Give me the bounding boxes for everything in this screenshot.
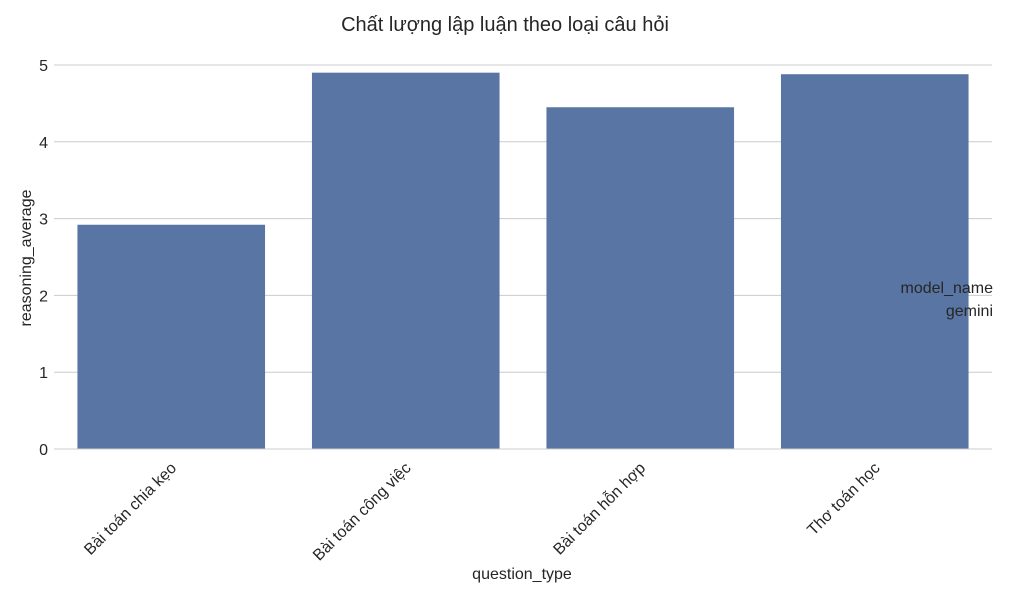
x-tick-label: Bài toán hỗn hợp (549, 458, 649, 558)
x-axis-label: question_type (472, 566, 572, 583)
y-tick-label: 1 (39, 365, 48, 382)
x-tick-label: Thơ toán học (804, 460, 883, 539)
y-tick-labels: 0 1 2 3 4 5 (39, 58, 48, 459)
y-axis-label: reasoning_average (18, 189, 35, 326)
y-tick-label: 2 (39, 288, 48, 305)
x-tick-label: Bài toán công việc (310, 460, 414, 564)
x-tick-labels: Bài toán chia kẹo Bài toán công việc Bài t… (81, 458, 883, 564)
y-tick-label: 5 (39, 58, 48, 75)
bar-1 (77, 224, 266, 449)
y-tick-label: 3 (39, 212, 48, 229)
bar-3 (546, 107, 735, 450)
bars (77, 72, 969, 450)
y-tick-label: 4 (39, 135, 48, 152)
legend: model_name gemini (901, 280, 994, 320)
bar-2 (311, 72, 500, 450)
x-tick-label: Bài toán chia kẹo (81, 460, 180, 559)
bar-4 (780, 74, 969, 449)
y-tick-label: 0 (39, 442, 48, 459)
chart-title: Chất lượng lập luận theo loại câu hỏi (341, 14, 669, 36)
legend-title: model_name (901, 280, 994, 297)
legend-entry-gemini: gemini (946, 303, 993, 320)
